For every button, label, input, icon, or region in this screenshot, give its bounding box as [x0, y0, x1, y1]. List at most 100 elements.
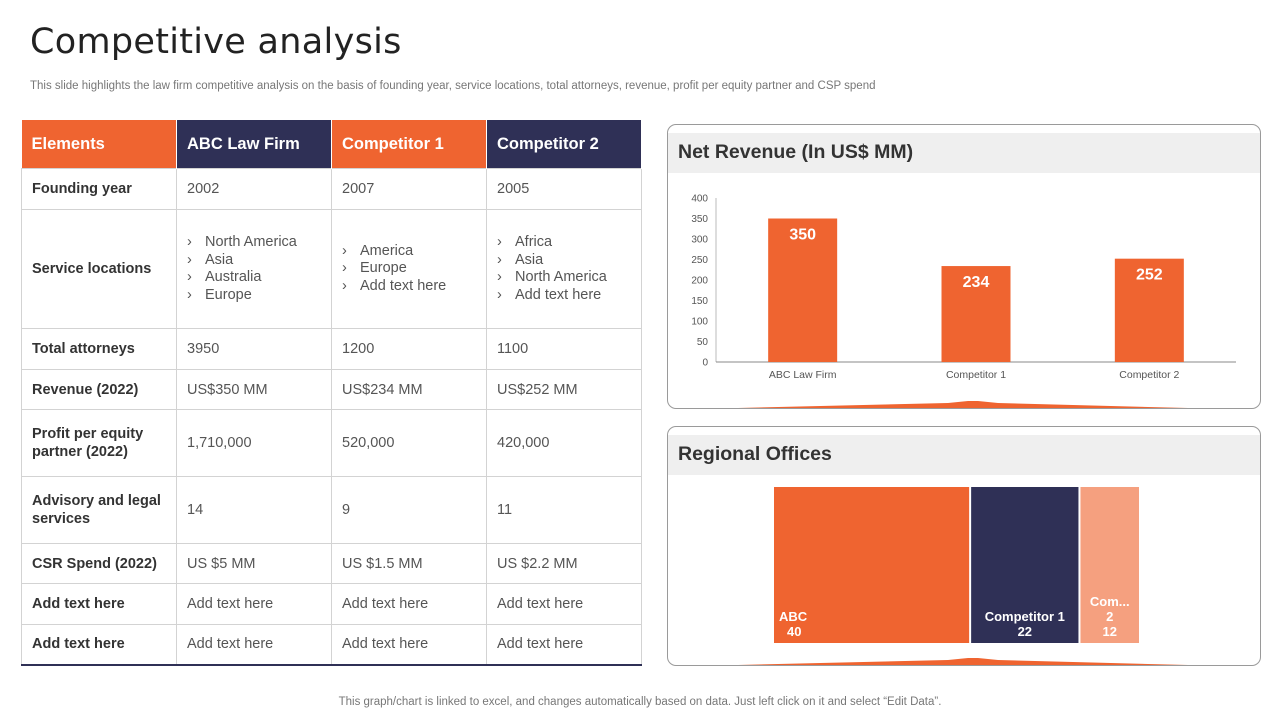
decorative-swoosh	[738, 401, 1188, 408]
x-tick-label: ABC Law Firm	[769, 369, 837, 381]
table-cell: 520,000	[331, 409, 487, 477]
table-row: Add text here Add text here Add text her…	[21, 624, 642, 665]
y-tick-label: 100	[691, 317, 708, 328]
table-cell: US $2.2 MM	[486, 543, 642, 584]
x-tick-label: Competitor 2	[1119, 369, 1179, 381]
table-cell: Add text here	[176, 583, 332, 625]
location-list: America Europe Add text here	[342, 243, 476, 296]
row-label: Add text here	[21, 624, 177, 665]
page-title: Competitive analysis	[30, 22, 402, 62]
panel-header: Net Revenue (In US$ MM)	[668, 133, 1260, 173]
y-tick-label: 150	[691, 296, 708, 307]
row-label: Profit per equity partner (2022)	[21, 409, 177, 477]
table-cell: 2002	[176, 168, 332, 210]
treemap-value-label: 40	[787, 624, 801, 639]
regional-offices-panel: ABC 40 Competitor 1 22 Com... 2 12 Regional Of…	[667, 426, 1261, 666]
table-cell: Add text here	[331, 624, 487, 665]
y-tick-label: 400	[691, 194, 708, 205]
location-list: North America Asia Australia Europe	[187, 234, 321, 304]
table-row: Profit per equity partner (2022) 1,710,0…	[21, 409, 642, 477]
table-row: Revenue (2022) US$350 MM US$234 MM US$25…	[21, 369, 642, 410]
header-competitor-1: Competitor 1	[331, 120, 487, 169]
net-revenue-title: Net Revenue (In US$ MM)	[678, 141, 914, 163]
treemap-value-label: 22	[1018, 624, 1032, 639]
y-tick-label: 300	[691, 235, 708, 246]
table-cell: US$252 MM	[486, 369, 642, 410]
y-tick-label: 250	[691, 255, 708, 266]
net-revenue-panel: 0 50 100 150 200 250 300 350 400 350 ABC Law Firm 2…	[667, 124, 1261, 409]
x-tick-label: Competitor 1	[946, 369, 1006, 381]
row-label: Advisory and legal services	[21, 476, 177, 544]
treemap-name-label: 2	[1106, 609, 1113, 624]
treemap-name-label: ABC	[779, 609, 808, 624]
table-cell: Add text here	[486, 624, 642, 665]
list-item: North America	[187, 234, 321, 252]
y-tick-label: 50	[697, 337, 709, 348]
table-cell: Africa Asia North America Add text here	[486, 209, 642, 329]
table-cell: Add text here	[331, 583, 487, 625]
table-header-row: Elements ABC Law Firm Competitor 1 Compe…	[21, 120, 642, 169]
table-cell: 2007	[331, 168, 487, 210]
table-cell: 1,710,000	[176, 409, 332, 477]
treemap-name-label: Competitor 1	[985, 609, 1065, 624]
table-cell: America Europe Add text here	[331, 209, 487, 329]
list-item: America	[342, 243, 476, 261]
list-item: Add text here	[497, 287, 631, 305]
list-item: Asia	[497, 252, 631, 270]
table-row: CSR Spend (2022) US $5 MM US $1.5 MM US …	[21, 543, 642, 584]
header-elements: Elements	[21, 120, 177, 169]
table-cell: 420,000	[486, 409, 642, 477]
list-item: Europe	[342, 260, 476, 278]
table-cell: Add text here	[486, 583, 642, 625]
header-competitor-2: Competitor 2	[486, 120, 642, 169]
bar-competitor-2[interactable]	[1114, 258, 1184, 362]
table-row: Service locations North America Asia Aus…	[21, 209, 642, 329]
page-subtitle: This slide highlights the law firm compe…	[30, 80, 876, 92]
row-label: Founding year	[21, 168, 177, 210]
list-item: Asia	[187, 252, 321, 270]
table-cell: 9	[331, 476, 487, 544]
list-item: Australia	[187, 269, 321, 287]
table-row: Total attorneys 3950 1200 1100	[21, 328, 642, 370]
list-item: North America	[497, 269, 631, 287]
table-cell: US$350 MM	[176, 369, 332, 410]
list-item: Africa	[497, 234, 631, 252]
header-abc-law-firm: ABC Law Firm	[176, 120, 332, 169]
bar-competitor-1[interactable]	[941, 266, 1011, 362]
table-cell: 2005	[486, 168, 642, 210]
row-label: Revenue (2022)	[21, 369, 177, 410]
row-label: Total attorneys	[21, 328, 177, 370]
table-cell: 1100	[486, 328, 642, 370]
location-list: Africa Asia North America Add text here	[497, 234, 631, 304]
treemap-name-label: Com...	[1090, 594, 1130, 609]
treemap-cell[interactable]	[1080, 487, 1139, 643]
table-cell: US $5 MM	[176, 543, 332, 584]
table-row: Founding year 2002 2007 2005	[21, 168, 642, 210]
row-label: Add text here	[21, 583, 177, 625]
table-cell: 1200	[331, 328, 487, 370]
bar-abc-law-firm[interactable]	[768, 218, 838, 363]
treemap-cell[interactable]	[774, 487, 970, 643]
decorative-swoosh	[738, 658, 1188, 665]
table-cell: 11	[486, 476, 642, 544]
row-label: CSR Spend (2022)	[21, 543, 177, 584]
table-cell: Add text here	[176, 624, 332, 665]
table-cell: US$234 MM	[331, 369, 487, 410]
net-revenue-chart: 0 50 100 150 200 250 300 350 400 350 ABC Law Firm 2…	[691, 194, 1236, 408]
table-row: Add text here Add text here Add text her…	[21, 583, 642, 625]
y-tick-label: 350	[691, 214, 708, 225]
regional-offices-title: Regional Offices	[678, 443, 832, 465]
list-item: Europe	[187, 287, 321, 305]
comparison-table: Elements ABC Law Firm Competitor 1 Compe…	[21, 120, 642, 666]
bar-data-label: 234	[963, 274, 990, 291]
bar-data-label: 252	[1136, 267, 1163, 284]
table-cell: US $1.5 MM	[331, 543, 487, 584]
panel-header: Regional Offices	[668, 435, 1260, 475]
table-cell: North America Asia Australia Europe	[176, 209, 332, 329]
row-label: Service locations	[21, 209, 177, 329]
treemap-cell[interactable]	[971, 487, 1079, 643]
bar-data-label: 350	[789, 227, 816, 244]
y-tick-label: 200	[691, 276, 708, 287]
y-tick-label: 0	[702, 358, 708, 369]
